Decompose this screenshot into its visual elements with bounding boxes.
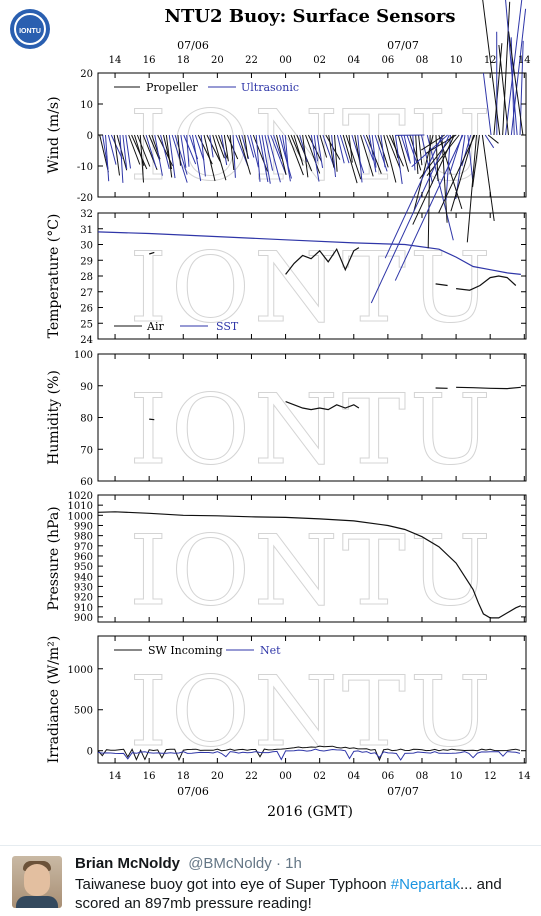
ytick-label-pressure: 970	[74, 542, 93, 553]
tweet-header: Brian McNoldy @BMcNoldy · 1h	[75, 855, 302, 872]
ytick-label-temperature: 25	[80, 319, 93, 330]
xtick-label-bottom: 18	[177, 771, 190, 782]
ytick-label-pressure: 920	[74, 593, 93, 604]
xtick-label-bottom: 20	[211, 771, 224, 782]
tweet-author-name[interactable]: Brian McNoldy	[75, 855, 180, 872]
legend-sst: SST	[216, 320, 239, 333]
xtick-label-bottom: 12	[484, 771, 497, 782]
ytick-label-temperature: 29	[80, 256, 93, 267]
xtick-label-top: 02	[313, 55, 326, 66]
xtick-label-top: 14	[518, 55, 531, 66]
date-label-top-0706: 07/06	[177, 39, 209, 52]
ytick-label-temperature: 26	[80, 304, 93, 315]
ytick-label-pressure: 1010	[68, 501, 93, 512]
ytick-label-pressure: 960	[74, 552, 93, 563]
ytick-label-pressure: 950	[74, 562, 93, 573]
xtick-label-top: 06	[382, 55, 395, 66]
wind-vector	[120, 135, 123, 183]
ytick-label-temperature: 30	[80, 241, 93, 252]
ytick-label-humidity: 100	[74, 350, 93, 361]
ytick-label-temperature: 32	[80, 209, 93, 220]
legend-air: Air	[146, 320, 164, 333]
tweet-author-handle[interactable]: @BMcNoldy	[188, 855, 272, 872]
avatar[interactable]	[12, 856, 62, 908]
xtick-label-top: 14	[109, 55, 122, 66]
ytick-label-humidity: 80	[80, 414, 93, 425]
xtick-label-bottom: 10	[450, 771, 463, 782]
ytick-label-pressure: 930	[74, 582, 93, 593]
tweet: Brian McNoldy @BMcNoldy · 1h Taiwanese b…	[0, 845, 541, 916]
legend-ultrasonic: Ultrasonic	[241, 81, 299, 94]
xtick-label-bottom: 14	[109, 771, 122, 782]
tweet-hashtag[interactable]: #Nepartak	[391, 876, 460, 893]
ylabel-wind: Wind (m/s)	[46, 96, 62, 173]
ylabel-temperature: Temperature (°C)	[46, 214, 62, 339]
xtick-label-bottom: 02	[313, 771, 326, 782]
xtick-label-bottom: 16	[143, 771, 156, 782]
ytick-label-irradiance: 1000	[68, 665, 93, 676]
series-humidity-0	[149, 419, 154, 420]
ytick-label-pressure: 1020	[68, 491, 93, 502]
tweet-text: Taiwanese buoy got into eye of Super Typ…	[75, 875, 530, 913]
legend-sw-incoming: SW Incoming	[148, 644, 223, 657]
xtick-label-top: 08	[416, 55, 429, 66]
date-label-bottom-0706: 07/06	[177, 785, 209, 798]
ytick-label-wind: 0	[87, 131, 93, 142]
xtick-label-top: 18	[177, 55, 190, 66]
ylabel-pressure: Pressure (hPa)	[46, 506, 62, 610]
xtick-label-top: 10	[450, 55, 463, 66]
xtick-label-top: 22	[245, 55, 258, 66]
chart-title: NTU2 Buoy: Surface Sensors	[165, 6, 456, 27]
ytick-label-humidity: 90	[80, 382, 93, 393]
xtick-label-bottom: 14	[518, 771, 531, 782]
xtick-label-top: 04	[347, 55, 360, 66]
ytick-label-temperature: 28	[80, 272, 93, 283]
tweet-timestamp[interactable]: · 1h	[276, 855, 302, 872]
xtick-label-top: 20	[211, 55, 224, 66]
watermark-pressure: IONTU	[129, 515, 495, 627]
ytick-label-pressure: 940	[74, 572, 93, 583]
ytick-label-wind: -10	[77, 162, 93, 173]
ytick-label-humidity: 70	[80, 445, 93, 456]
buoy-figure: IONTU NTU2 Buoy: Surface Sensors 07/06 0…	[0, 0, 541, 845]
legend-net: Net	[260, 644, 281, 657]
watermark-temperature: IONTU	[129, 232, 495, 344]
ylabel-humidity: Humidity (%)	[46, 370, 62, 465]
ytick-label-humidity: 60	[80, 477, 93, 488]
ytick-label-wind: 10	[80, 100, 93, 111]
watermark-humidity: IONTU	[129, 374, 495, 486]
xtick-label-bottom: 04	[347, 771, 360, 782]
ytick-label-temperature: 24	[80, 335, 93, 346]
ytick-label-pressure: 980	[74, 532, 93, 543]
watermark-irradiance: IONTU	[129, 656, 495, 768]
xtick-label-bottom: 00	[279, 771, 292, 782]
iontu-logo: IONTU	[10, 9, 50, 49]
xtick-label-top: 12	[484, 55, 497, 66]
xtick-label-bottom: 08	[416, 771, 429, 782]
ytick-label-temperature: 27	[80, 288, 93, 299]
ytick-label-irradiance: 0	[87, 747, 93, 758]
legend-propeller: Propeller	[146, 81, 198, 94]
x-axis-label: 2016 (GMT)	[267, 804, 353, 820]
wind-vector	[506, 0, 518, 135]
tweet-text-before: Taiwanese buoy got into eye of Super Typ…	[75, 876, 391, 893]
date-label-bottom-0707: 07/07	[387, 785, 419, 798]
xtick-label-top: 16	[143, 55, 156, 66]
ytick-label-irradiance: 500	[74, 706, 93, 717]
ytick-label-pressure: 990	[74, 521, 93, 532]
date-label-top-0707: 07/07	[387, 39, 419, 52]
ylabel-irradiance: Irradiance (W/m²)	[46, 636, 62, 764]
xtick-label-bottom: 22	[245, 771, 258, 782]
xtick-label-bottom: 06	[382, 771, 395, 782]
ytick-label-pressure: 900	[74, 613, 93, 624]
logo-text: IONTU	[19, 28, 41, 35]
xtick-label-top: 00	[279, 55, 292, 66]
ytick-label-pressure: 910	[74, 603, 93, 614]
ytick-label-wind: -20	[77, 193, 93, 204]
ytick-label-pressure: 1000	[68, 511, 93, 522]
ytick-label-temperature: 31	[80, 225, 93, 236]
ytick-label-wind: 20	[80, 69, 93, 80]
